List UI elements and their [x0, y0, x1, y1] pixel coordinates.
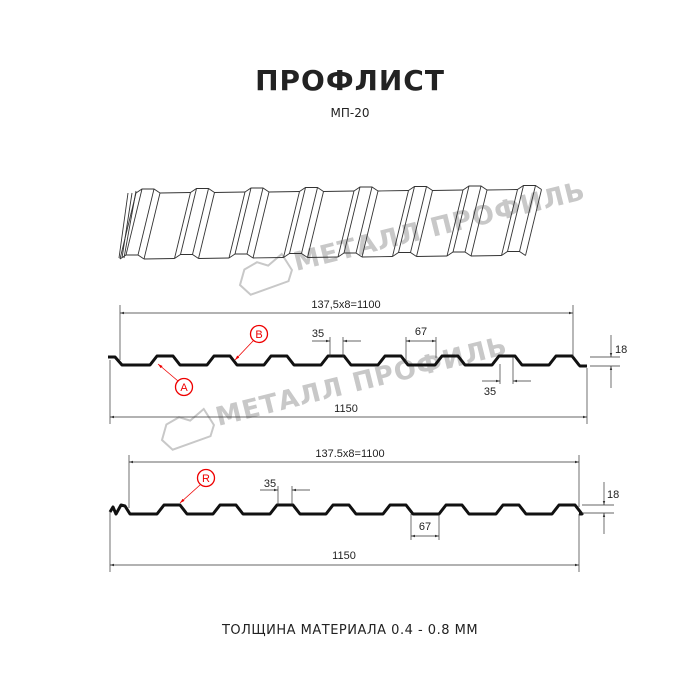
sheet-rib-edge [174, 192, 191, 259]
material-thickness-note: ТОЛЩИНА МАТЕРИАЛА 0.4 - 0.8 ММ [221, 623, 478, 638]
sheet-rib-edge [486, 189, 518, 191]
sheet-rib-edge [198, 257, 230, 259]
sheet-rib-edge [416, 190, 433, 257]
sheet-rib-edge [519, 185, 536, 252]
callout-r: R [179, 468, 216, 504]
sheet-rib-edge [361, 190, 379, 258]
model-subtitle: МП-20 [331, 106, 370, 120]
callout-r-label: R [202, 473, 210, 485]
sheet-rib-edge [525, 189, 542, 256]
callout-a: A [157, 363, 194, 397]
sheet-rib-edge [234, 187, 252, 255]
label-total-width: 1150 [332, 550, 356, 562]
sheet-rib-edge [432, 189, 464, 191]
sheet-rib-edge [343, 186, 361, 254]
watermark-logo-icon [238, 252, 294, 296]
watermark-logo-icon [160, 407, 216, 451]
sheet-rib-edge [121, 192, 133, 259]
sheet-rib-edge [289, 187, 306, 254]
sheet-rib-edge [252, 191, 270, 259]
sheet-rib-edge [398, 186, 415, 253]
sheet-rib-edge [228, 253, 254, 259]
sheet-rib-edge [159, 192, 191, 194]
sheet-rib-edge [410, 186, 427, 253]
sheet-rib-edge [135, 188, 161, 194]
sheet-rib-edge [301, 187, 318, 254]
profile-r-line [108, 503, 584, 516]
sheet-rib-edge [214, 191, 246, 193]
sheet-rib-edge [337, 190, 355, 258]
sheet-rib-edge [119, 254, 145, 260]
sheet-rib-edge [462, 185, 488, 191]
sheet-rib-edge [470, 255, 502, 257]
page-title: ПРОФЛИСТ [255, 64, 445, 97]
sheet-rib-edge [501, 251, 526, 256]
label-height: 18 [615, 344, 627, 356]
sheet-rib-edge [137, 188, 155, 256]
sheet-rib-edge [416, 255, 448, 257]
sheet-rib-edge [353, 186, 379, 192]
sheet-rib-edge [283, 191, 300, 258]
watermark-text: МЕТАЛЛ ПРОФИЛЬ [213, 331, 511, 433]
label-height: 18 [607, 489, 619, 501]
sheet-rib-edge [174, 254, 199, 259]
label-bottom-width: 35 [484, 386, 496, 398]
sheet-rib-edge [307, 256, 339, 258]
sheet-rib-edge [337, 252, 363, 258]
profile-a-section: 137,5x8=1100 1150 35 67 35 18 B A [108, 299, 627, 424]
label-top-width: 35 [264, 478, 276, 490]
sheet-rib-edge [377, 190, 409, 192]
sheet-rib-edge [180, 188, 197, 255]
sheet-rib-edge [517, 185, 542, 190]
label-rib-base: 67 [415, 326, 427, 338]
sheet-rib-edge [323, 190, 355, 192]
sheet-rib-edge [192, 188, 209, 255]
watermark-2: МЕТАЛЛ ПРОФИЛЬ [160, 331, 511, 451]
sheet-rib-edge [143, 258, 175, 260]
sheet-rib-edge [283, 253, 308, 258]
label-rib-base: 67 [419, 521, 431, 533]
sheet-rib-edge [125, 188, 143, 256]
sheet-rib-edge [299, 187, 324, 192]
sheet-rib-edge [392, 252, 417, 257]
sheet-rib-edge [268, 191, 300, 193]
label-pitch: 137.5x8=1100 [315, 448, 384, 460]
label-total-width: 1150 [334, 403, 358, 415]
sheet-rib-edge [355, 186, 373, 254]
label-pitch: 137,5x8=1100 [311, 299, 380, 311]
sheet-rib-edge [118, 192, 129, 259]
label-top-width: 35 [312, 328, 324, 340]
profile-r-section: 137.5x8=1100 1150 35 67 18 R [108, 448, 619, 572]
sheet-rib-edge [307, 191, 324, 258]
sheet-rib-edge [392, 190, 409, 257]
sheet-rib-edge [123, 190, 137, 259]
sheet-rib-edge [228, 191, 246, 259]
sheet-rib-edge [446, 189, 464, 257]
sheet-rib-edge [470, 189, 488, 257]
sheet-rib-edge [464, 185, 482, 253]
callout-a-label: A [180, 382, 188, 394]
sheet-rib-edge [244, 187, 270, 193]
sheet-rib-edge [190, 188, 215, 193]
sheet-3d-view [118, 185, 542, 260]
sheet-rib-edge [143, 192, 161, 260]
sheet-rib-edge [246, 187, 264, 255]
sheet-rib-edge [361, 256, 393, 258]
callout-b: B [234, 324, 269, 361]
sheet-rib-edge [408, 186, 433, 191]
profile-a-line [108, 354, 587, 368]
sheet-rib-edge [198, 192, 215, 259]
sheet-rib-edge [507, 185, 524, 252]
callout-b-label: B [255, 329, 262, 341]
sheet-rib-edge [252, 257, 284, 259]
sheet-rib-edge [501, 189, 518, 256]
sheet-rib-edge [452, 185, 470, 253]
sheet-rib-edge [446, 251, 472, 257]
